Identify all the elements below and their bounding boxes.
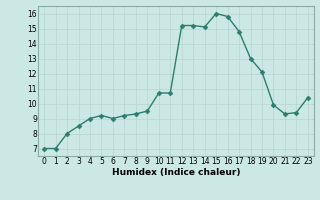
X-axis label: Humidex (Indice chaleur): Humidex (Indice chaleur) [112,168,240,177]
